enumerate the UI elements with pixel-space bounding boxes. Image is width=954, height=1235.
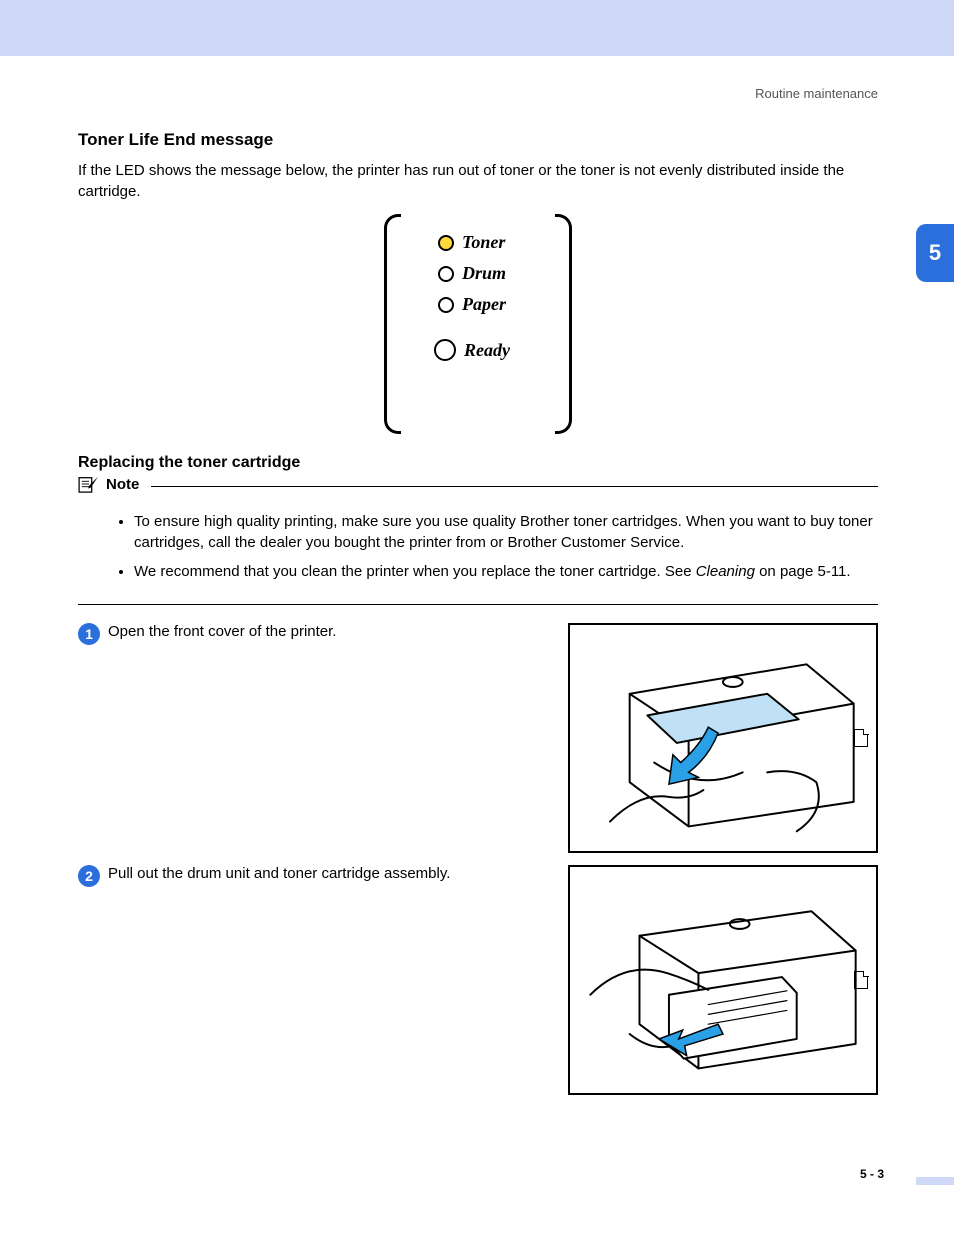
led-panel-figure: Toner Drum Paper Ready [78,214,878,434]
led-label: Paper [462,294,506,315]
note-heading-text: Note [106,476,139,493]
led-label: Ready [464,340,510,361]
cross-reference-link[interactable]: Cleaning [696,563,755,580]
footer-stripe [916,1177,954,1185]
step-text: Pull out the drum unit and toner cartrid… [108,865,450,882]
led-row-paper: Paper [398,294,558,315]
page-corner-icon [854,729,868,747]
paper-led-icon [438,297,454,313]
led-row-ready: Ready [398,339,558,361]
page-corner-icon [854,971,868,989]
header-section-label: Routine maintenance [755,86,878,101]
section-title-toner-life-end: Toner Life End message [78,130,878,150]
page-number: 5 - 3 [860,1167,884,1181]
toner-led-icon [438,235,454,251]
note-item: We recommend that you clean the printer … [134,561,878,582]
step-illustration-pull-drum [568,865,878,1095]
note-item: To ensure high quality printing, make su… [134,511,878,553]
note-item-post: on page 5-11. [755,563,851,580]
section-body: If the LED shows the message below, the … [78,160,878,202]
led-label: Toner [462,232,505,253]
led-row-toner: Toner [398,232,558,253]
step-illustration-open-cover [568,623,878,853]
header-band [0,0,954,56]
step-number-badge: 2 [78,865,100,887]
note-list: To ensure high quality printing, make su… [78,511,878,582]
led-row-drum: Drum [398,263,558,284]
note-heading: Note [78,475,151,493]
step-text: Open the front cover of the printer. [108,623,336,640]
note-pencil-icon [78,475,100,493]
ready-led-icon [434,339,456,361]
step-row: 2 Pull out the drum unit and toner cartr… [78,865,878,1095]
chapter-tab: 5 [916,224,954,282]
note-block: Note To ensure high quality printing, ma… [78,486,878,605]
step-number-badge: 1 [78,623,100,645]
led-label: Drum [462,263,506,284]
drum-led-icon [438,266,454,282]
page-content: Toner Life End message If the LED shows … [78,130,878,1107]
step-row: 1 Open the front cover of the printer. [78,623,878,853]
section-title-replacing-cartridge: Replacing the toner cartridge [78,454,878,472]
note-item-pre: We recommend that you clean the printer … [134,563,696,580]
